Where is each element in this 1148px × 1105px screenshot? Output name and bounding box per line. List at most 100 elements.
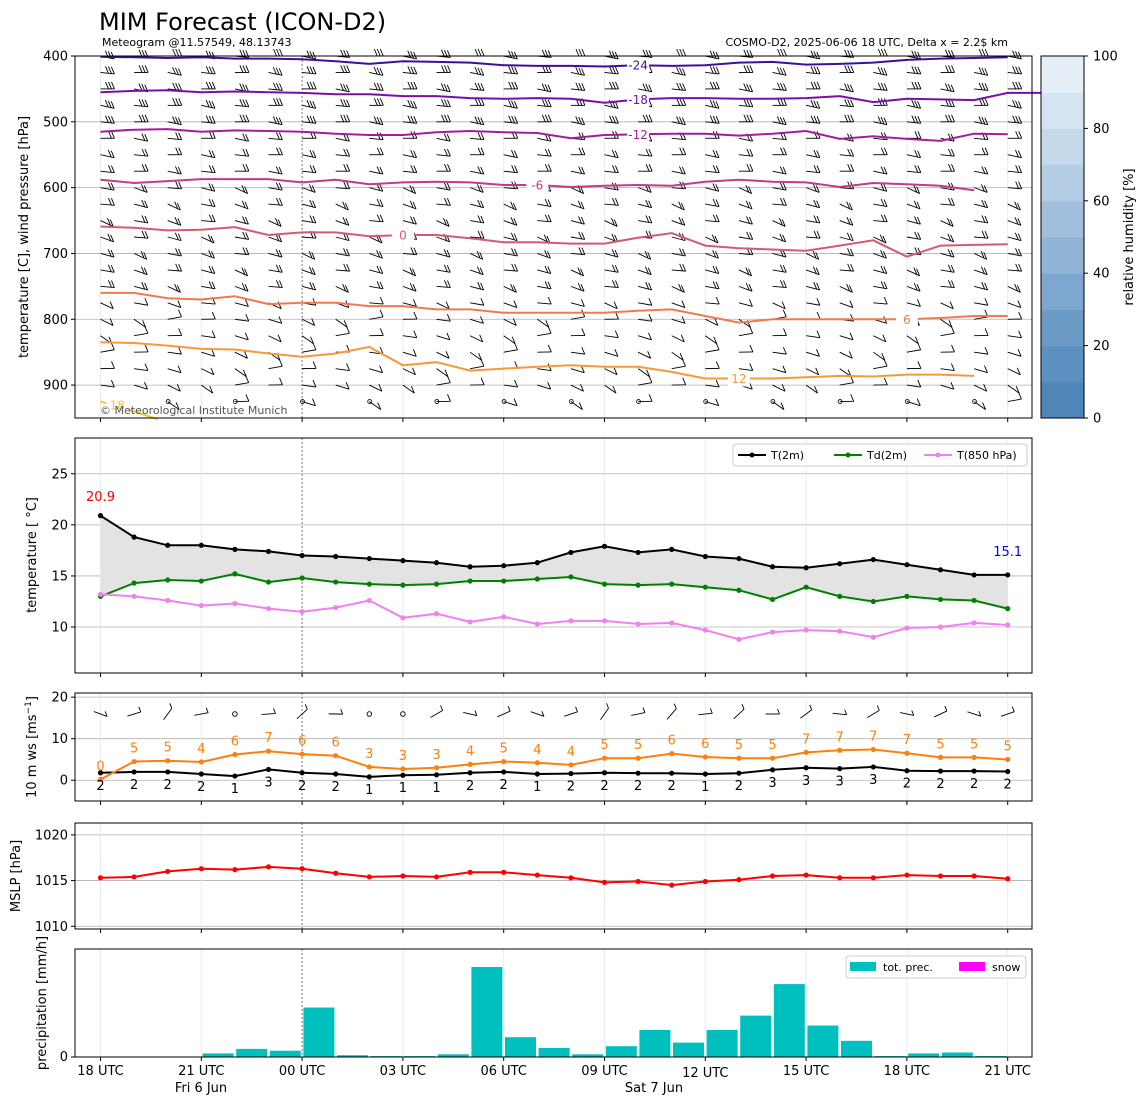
wind-barb-feather	[211, 131, 216, 139]
wind-barb	[503, 263, 519, 272]
wind-10m-barb-feather	[777, 708, 780, 715]
wind-barb	[537, 250, 551, 259]
wind-ytick-label: 20	[51, 691, 68, 706]
wind-barb-feather	[1015, 165, 1020, 173]
wind-barb-feather	[379, 98, 384, 106]
wind-barb-feather	[914, 216, 918, 224]
wind-barb-feather	[144, 200, 149, 208]
wind-barb-feather	[944, 83, 949, 91]
wind-barb	[906, 282, 921, 292]
x-day-label: Sat 7 Jun	[625, 1081, 683, 1096]
wind-10m-barb	[733, 704, 745, 720]
wind-barb	[637, 199, 653, 209]
wind-barb	[134, 326, 149, 337]
wind-barb-feather	[917, 247, 922, 255]
data-point-mslp	[299, 866, 305, 872]
wind-barb-staff	[167, 170, 182, 175]
wind-speed-value-label: 2	[970, 777, 978, 792]
wind-barb-feather	[580, 365, 585, 373]
wind-barb	[839, 283, 853, 293]
wind-barb-feather	[983, 252, 988, 260]
wind-barb-feather	[813, 215, 818, 223]
wind-barb-feather	[279, 198, 283, 206]
wind-barb-feather	[712, 51, 717, 59]
precipitation-bar	[908, 1053, 940, 1057]
wind-barb-feather	[783, 132, 787, 140]
data-point-mslp	[97, 875, 104, 881]
rh-colorbar-tick-label: 100	[1093, 50, 1118, 65]
wind-barb-feather	[413, 150, 418, 158]
wind-barb	[940, 326, 955, 337]
wind-barb-feather	[612, 81, 616, 90]
wind-barb	[1007, 349, 1022, 357]
wind-barb-feather	[1015, 181, 1020, 189]
precipitation-panel: 0 precipitation [mm/h] tot. prec. snow	[35, 936, 1033, 1070]
wind-barb-feather	[143, 252, 148, 260]
isotherm-label--6: -6	[531, 179, 543, 193]
wind-barb	[469, 282, 485, 291]
wind-barb	[604, 66, 619, 75]
wind-barb	[268, 116, 283, 126]
wind-barb-feather	[916, 186, 921, 194]
wind-barb	[637, 282, 653, 291]
wind-barb-feather	[508, 115, 513, 123]
wind-barb-feather	[245, 314, 250, 322]
wind-barb-feather	[513, 300, 518, 308]
wind-barb-feather	[676, 116, 680, 124]
wind-barb	[302, 361, 317, 370]
wind-barb-feather	[346, 164, 351, 172]
wind-barb-staff	[302, 154, 316, 159]
wind-barb-feather	[410, 81, 415, 90]
wind-barb	[738, 200, 753, 210]
wind-barb	[604, 149, 619, 159]
wind-barb-feather	[648, 99, 653, 108]
legend-td2m-marker	[845, 452, 851, 458]
wind-barb-feather	[715, 281, 720, 289]
wind-barb-feather	[245, 216, 249, 225]
wind-barb	[201, 81, 216, 90]
wind-barb	[302, 115, 317, 124]
wind-barb-feather	[712, 149, 717, 158]
wind-barb-feather	[175, 82, 180, 91]
isotherm-label-bg	[727, 370, 750, 387]
wind-barb-feather	[613, 219, 618, 227]
data-point-ws	[333, 771, 339, 777]
wind-barb-feather	[615, 280, 619, 288]
wind-barb-staff	[705, 72, 720, 75]
wind-barb	[503, 248, 518, 257]
wind-barb-staff	[201, 253, 215, 259]
wind-barb	[974, 346, 989, 355]
wind-10m-barb	[163, 703, 173, 720]
wind-barb-feather	[141, 215, 146, 223]
wind-barb-feather	[278, 249, 283, 258]
rh-colorbar-cell	[1041, 92, 1084, 129]
wind-10m-barb-feather	[911, 710, 915, 716]
wind-barb-staff	[100, 285, 115, 289]
wind-barb	[302, 342, 317, 353]
wind-barb-feather	[782, 234, 787, 242]
wind-barb-staff	[906, 154, 921, 159]
wind-barb	[369, 250, 383, 259]
wind-barb-staff	[772, 203, 787, 206]
precipitation-bar	[605, 1046, 637, 1057]
wind-barb-feather	[1015, 115, 1020, 124]
rh-colorbar-cells	[1041, 56, 1084, 419]
wind-10m-barb	[530, 711, 545, 717]
wind-barb-feather	[715, 101, 720, 109]
wind-barb-staff	[470, 170, 484, 175]
wind-barb-feather	[780, 280, 784, 288]
wind-barb-staff	[100, 349, 115, 353]
wind-barb-feather	[275, 264, 280, 272]
wind-barb-feather	[981, 266, 985, 274]
wind-barb	[738, 282, 753, 292]
wind-barb-staff	[335, 332, 350, 337]
wind-10m-barb-staff	[631, 712, 646, 716]
wind-barb	[234, 133, 250, 142]
wind-barb	[940, 65, 955, 73]
wind-barb-feather	[376, 116, 381, 125]
wind-barb-feather	[746, 84, 751, 92]
wind-barb-feather	[276, 98, 280, 106]
data-point-t2m	[803, 565, 809, 571]
wind-barb	[1007, 81, 1023, 90]
wind-barb-feather	[141, 184, 145, 192]
